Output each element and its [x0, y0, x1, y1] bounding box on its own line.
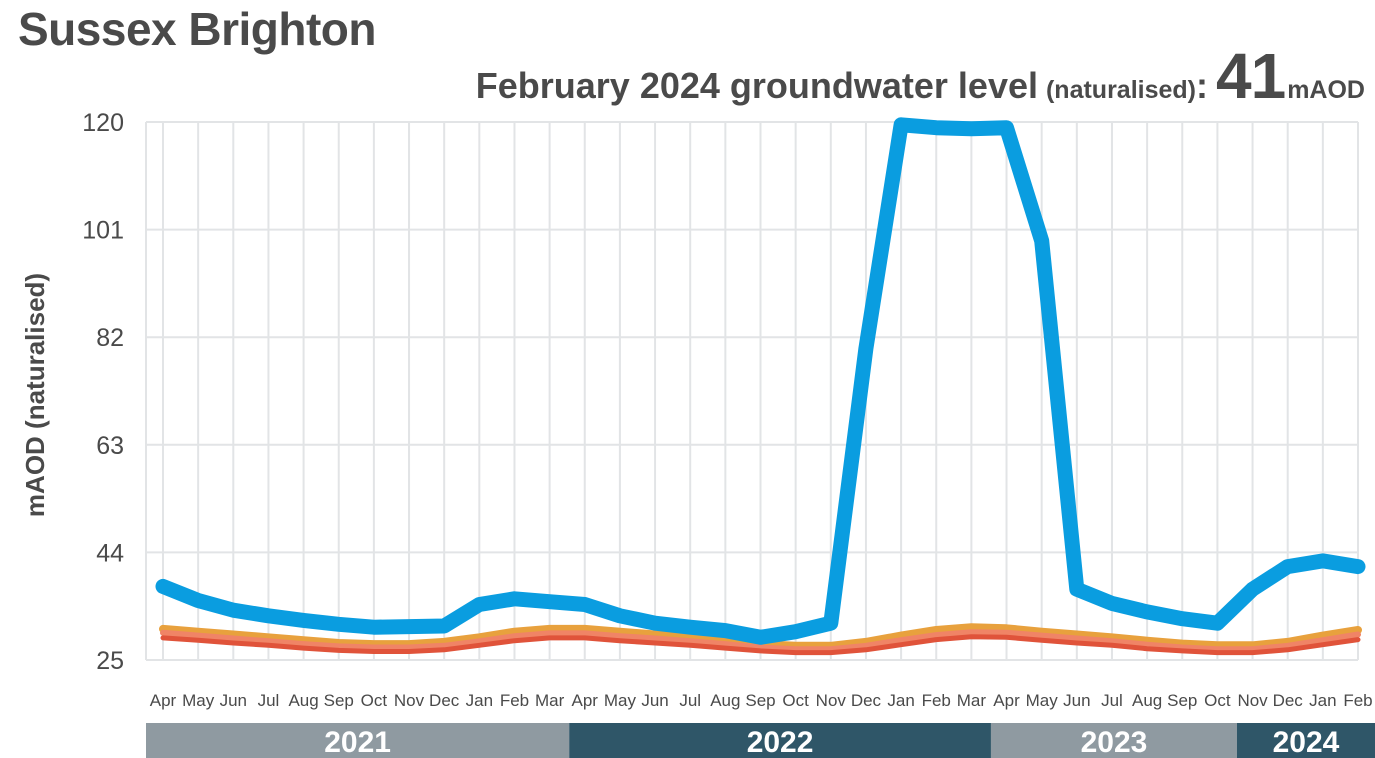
- y-tick-label: 44: [96, 539, 124, 567]
- x-tick-label: Sep: [1167, 691, 1197, 710]
- grid: [145, 121, 1359, 661]
- x-tick-label: May: [1026, 691, 1059, 710]
- x-tick-label: Dec: [851, 691, 882, 710]
- y-tick-label: 63: [96, 432, 124, 460]
- series-lines: [155, 117, 1366, 656]
- year-band: [990, 723, 1237, 758]
- y-axis-label: mAOD (naturalised): [20, 273, 50, 517]
- x-tick-label: Dec: [1273, 691, 1304, 710]
- x-tick-label: Oct: [782, 691, 809, 710]
- subtitle-colon: :: [1196, 65, 1209, 106]
- subtitle-main: February 2024 groundwater level: [475, 65, 1038, 106]
- x-tick-label: Aug: [1132, 691, 1162, 710]
- year-band-label: 2021: [324, 726, 391, 758]
- year-bands: 2021 2022 2023 2024: [146, 723, 1375, 758]
- x-tick-label: Aug: [288, 691, 318, 710]
- x-tick-label: Apr: [993, 691, 1020, 710]
- y-tick-label: 25: [96, 647, 124, 675]
- series-line: [155, 117, 1366, 645]
- series-line: [160, 629, 1361, 653]
- x-tick-label: Jul: [258, 691, 280, 710]
- x-tick-label: Oct: [1204, 691, 1231, 710]
- x-tick-label: Mar: [957, 691, 987, 710]
- x-tick-label: Nov: [1237, 691, 1268, 710]
- year-band: [146, 723, 570, 758]
- x-tick-label: Mar: [535, 691, 565, 710]
- x-tick-label: Jun: [1063, 691, 1090, 710]
- x-tick-label: Feb: [500, 691, 529, 710]
- year-band-label: 2023: [1081, 726, 1148, 758]
- x-tick-label: Jan: [466, 691, 493, 710]
- x-tick-label: Jan: [887, 691, 914, 710]
- y-tick-label: 120: [82, 109, 124, 137]
- x-tick-label: Sep: [324, 691, 354, 710]
- x-tick-label: Oct: [361, 691, 388, 710]
- y-tick-label: 101: [82, 217, 124, 245]
- x-axis: Apr May Jun Jul Aug Sep Oct Nov Dec Jan Feb Mar Apr M…: [150, 691, 1373, 710]
- year-band: [569, 723, 991, 758]
- x-tick-label: Jul: [1101, 691, 1123, 710]
- x-tick-label: Nov: [394, 691, 425, 710]
- x-tick-label: Sep: [745, 691, 775, 710]
- y-axis: 25 44 63 82 101 120: [82, 109, 124, 675]
- x-tick-label: Jan: [1309, 691, 1336, 710]
- x-tick-label: Jun: [641, 691, 668, 710]
- x-tick-label: Apr: [572, 691, 599, 710]
- x-tick-label: Dec: [429, 691, 460, 710]
- x-tick-label: Aug: [710, 691, 740, 710]
- x-tick-label: Jun: [220, 691, 247, 710]
- x-tick-label: May: [604, 691, 637, 710]
- x-tick-label: Jul: [679, 691, 701, 710]
- x-tick-label: Feb: [1343, 691, 1372, 710]
- x-tick-label: Feb: [922, 691, 951, 710]
- page-title: Sussex Brighton: [18, 3, 377, 55]
- x-tick-label: Nov: [816, 691, 847, 710]
- subtitle: February 2024 groundwater level (natural…: [476, 44, 1365, 108]
- x-tick-label: May: [182, 691, 215, 710]
- year-band-label: 2024: [1273, 726, 1340, 758]
- current-level-unit: mAOD: [1287, 76, 1365, 104]
- series-line: [160, 634, 1361, 656]
- current-level-value: 41: [1216, 40, 1286, 112]
- y-tick-label: 82: [96, 324, 124, 352]
- subtitle-qualifier: (naturalised): [1045, 76, 1197, 104]
- year-band-label: 2022: [747, 726, 814, 758]
- year-band: [1236, 723, 1375, 758]
- x-tick-label: Apr: [150, 691, 177, 710]
